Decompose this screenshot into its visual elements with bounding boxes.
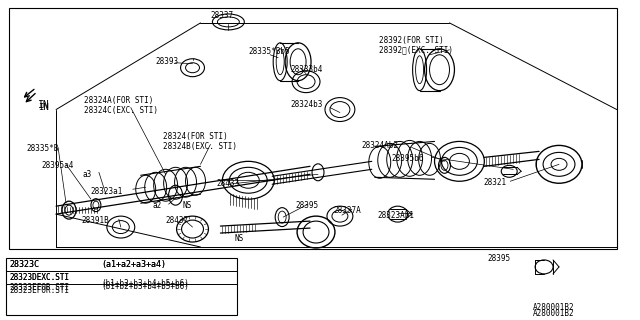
Text: NS: NS	[182, 201, 192, 210]
Text: (a1+a2+a3+a4): (a1+a2+a3+a4)	[101, 260, 166, 269]
Text: (b1+b2+b3+b4+b5+b6): (b1+b2+b3+b4+b5+b6)	[101, 282, 189, 291]
Text: 28323DEXC.STI: 28323DEXC.STI	[9, 273, 69, 282]
Text: a3: a3	[83, 170, 92, 179]
Text: 28323C: 28323C	[9, 260, 39, 269]
Text: 28395: 28395	[295, 201, 318, 210]
Text: 28324(FOR STI): 28324(FOR STI)	[163, 132, 227, 141]
Text: IN: IN	[38, 103, 49, 112]
Text: 28337: 28337	[211, 11, 234, 20]
Text: 28324B(EXC. STI): 28324B(EXC. STI)	[163, 142, 237, 151]
Text: 28337A: 28337A	[333, 206, 361, 215]
Text: 28393: 28393	[156, 57, 179, 66]
Text: 28391B: 28391B	[81, 216, 109, 225]
Text: (a1+a2+a3+a4): (a1+a2+a3+a4)	[101, 260, 166, 269]
Ellipse shape	[297, 216, 335, 248]
Text: a2: a2	[153, 201, 162, 210]
Text: A280001B2: A280001B2	[533, 303, 575, 312]
Text: A280001B2: A280001B2	[533, 309, 575, 318]
Text: 28324Ab2: 28324Ab2	[362, 141, 399, 150]
Text: 28323DEXC.STI: 28323DEXC.STI	[9, 273, 69, 282]
Text: 28324b3: 28324b3	[290, 100, 323, 108]
Text: 28395b6: 28395b6	[392, 154, 424, 164]
Text: 28437: 28437	[166, 216, 189, 225]
Text: 28323Ab1: 28323Ab1	[378, 211, 415, 220]
Text: 28392(FOR STI): 28392(FOR STI)	[379, 36, 444, 45]
Text: 28323a1: 28323a1	[91, 187, 124, 196]
Text: 28395: 28395	[487, 254, 511, 263]
Text: 28335*B: 28335*B	[26, 144, 59, 153]
Text: (b1+b2+b3+b4+b5+b6): (b1+b2+b3+b4+b5+b6)	[101, 279, 189, 288]
Text: 28333b4: 28333b4	[290, 65, 323, 74]
Text: 28323EFOR.STI: 28323EFOR.STI	[9, 283, 69, 292]
Text: NS: NS	[234, 234, 244, 243]
Text: 28324A(FOR STI): 28324A(FOR STI)	[84, 96, 154, 105]
Text: IN: IN	[38, 100, 50, 109]
Text: 28395a4: 28395a4	[41, 161, 74, 170]
Bar	[9, 8, 617, 249]
Text: 28433: 28433	[216, 179, 239, 188]
Text: 28392Ⅱ(EXC. STI): 28392Ⅱ(EXC. STI)	[379, 46, 452, 55]
Text: 28321: 28321	[483, 178, 506, 187]
Text: 28323EFOR.STI: 28323EFOR.STI	[9, 286, 69, 295]
Bar	[6, 258, 237, 315]
Text: 28335*Bb5: 28335*Bb5	[248, 47, 290, 56]
Text: 28324C(EXC. STI): 28324C(EXC. STI)	[84, 106, 158, 115]
Text: 28323C: 28323C	[9, 260, 39, 269]
